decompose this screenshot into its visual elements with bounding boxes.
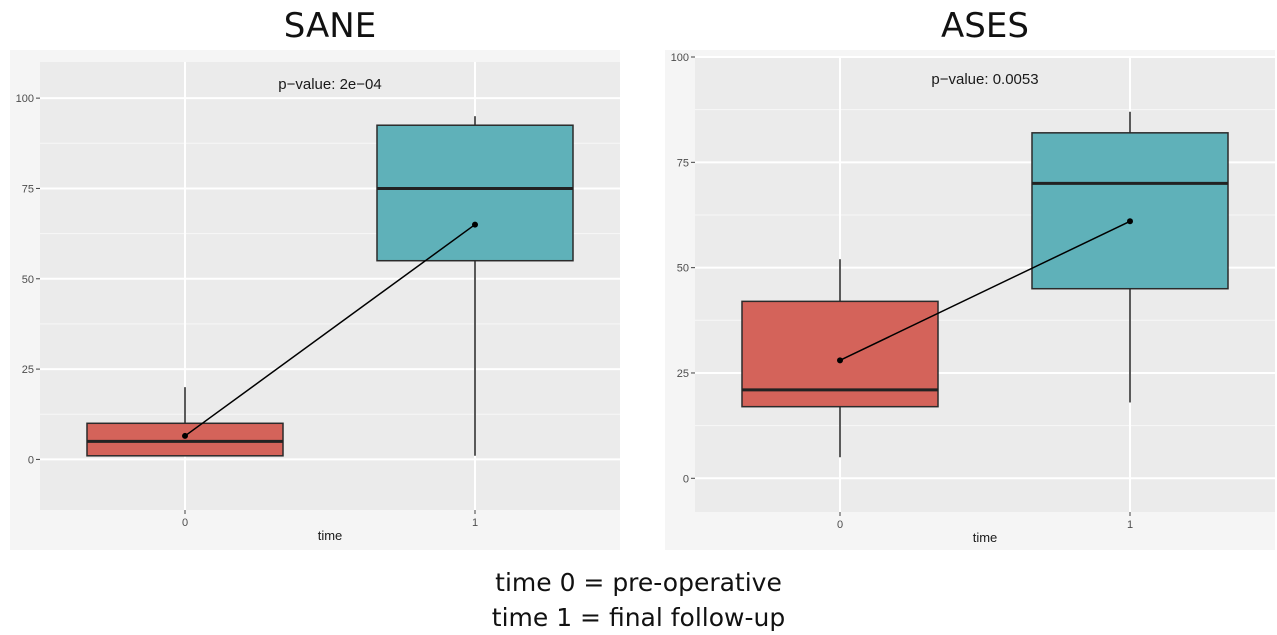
y-tick-label: 100: [16, 93, 34, 105]
caption-line-1: time 0 = pre-operative: [495, 568, 782, 597]
y-tick-label: 50: [22, 274, 34, 286]
chart-title-sane: SANE: [283, 6, 377, 46]
y-tick-label: 50: [677, 263, 689, 275]
x-tick-label: 1: [472, 517, 478, 529]
y-tick-label: 0: [28, 454, 34, 466]
box-0: [86, 422, 284, 457]
chart-1: 0 25 50 75 100 0 1 p−value: 0.0053 time: [665, 50, 1275, 550]
y-tick-label: 25: [677, 368, 689, 380]
x-tick-label: 0: [837, 519, 843, 531]
p-value-annotation: p−value: 2e−04: [278, 76, 381, 93]
mean-line: [184, 223, 476, 437]
x-tick-label: 1: [1127, 519, 1133, 531]
p-value-annotation: p−value: 0.0053: [931, 71, 1038, 88]
y-tick-label: 0: [683, 473, 689, 485]
box-1: [1031, 132, 1229, 290]
chart-0: 0 25 50 75 100 0 1 p−value: 2e−04 time: [10, 50, 620, 550]
chart-title-ases: ASES: [941, 6, 1029, 46]
y-tick-label: 75: [22, 183, 34, 195]
x-axis-label: time: [973, 530, 998, 545]
x-tick-label: 0: [182, 517, 188, 529]
mean-point: [472, 221, 478, 228]
caption: time 0 = pre-operative time 1 = final fo…: [0, 565, 1277, 635]
mean-point: [1127, 218, 1133, 225]
mean-line: [839, 220, 1131, 362]
mean-point: [182, 432, 188, 439]
y-tick-label: 100: [671, 52, 689, 64]
y-tick-label: 25: [22, 364, 34, 376]
caption-line-2: time 1 = final follow-up: [491, 603, 786, 632]
x-axis-label: time: [318, 528, 343, 543]
mean-point: [837, 357, 843, 364]
y-tick-label: 75: [677, 157, 689, 169]
box-1: [376, 124, 574, 262]
